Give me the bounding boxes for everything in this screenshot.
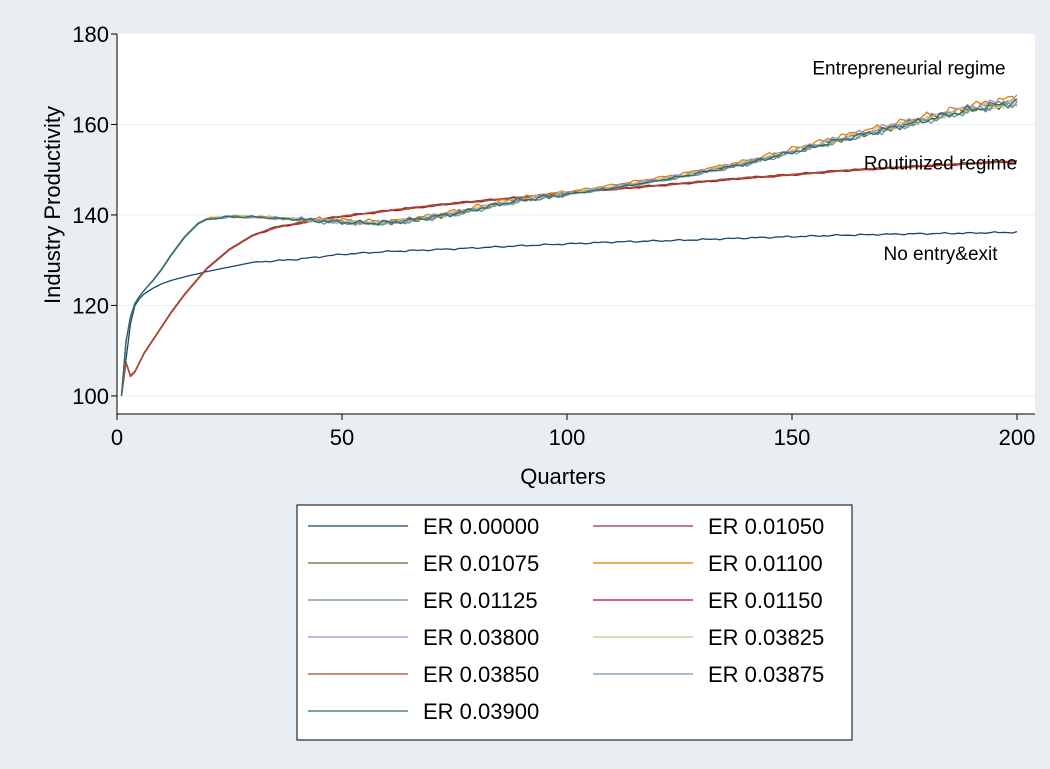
legend-label: ER 0.01050 [708, 514, 824, 539]
legend-box [296, 504, 853, 741]
axes: 100 120 140 160 180 0 50 100 150 200 [72, 22, 1035, 450]
legend-label: ER 0.01100 [708, 551, 823, 576]
y-axis-label: Industry Productivity [40, 106, 65, 304]
x-tick-label: 150 [774, 425, 811, 450]
series-line [120, 98, 1018, 396]
y-tick-label: 120 [72, 293, 109, 318]
annotation-label: No entry&exit [883, 244, 998, 265]
y-tick-label: 160 [72, 112, 109, 137]
series-line [120, 230, 1018, 396]
x-tick-label: 0 [111, 425, 123, 450]
legend-label: ER 0.01075 [423, 551, 539, 576]
legend: ER 0.00000 ER 0.01050 ER 0.01075 ER 0.01100… [296, 504, 853, 741]
x-tick-label: 200 [999, 425, 1036, 450]
legend-label: ER 0.01150 [708, 588, 823, 613]
grid-lines [117, 123, 1035, 397]
annotations: Entrepreneurial regime Routinized regime N… [812, 59, 1017, 265]
annotation-label: Entrepreneurial regime [812, 59, 1005, 80]
legend-label: ER 0.03900 [423, 699, 539, 724]
legend-label: ER 0.00000 [423, 514, 539, 539]
x-axis-label: Quarters [520, 464, 606, 489]
legend-label: ER 0.03800 [423, 625, 539, 650]
legend-label: ER 0.03875 [708, 662, 824, 687]
annotation-label: Routinized regime [864, 154, 1017, 175]
x-tick-label: 100 [549, 425, 586, 450]
y-tick-label: 100 [72, 384, 109, 409]
legend-label: ER 0.03850 [423, 662, 539, 687]
legend-label: ER 0.01125 [423, 588, 538, 613]
x-tick-label: 50 [330, 425, 354, 450]
y-tick-label: 180 [72, 22, 109, 47]
series-lines [120, 94, 1018, 396]
legend-label: ER 0.03825 [708, 625, 824, 650]
y-tick-label: 140 [72, 203, 109, 228]
plot-area [117, 34, 1035, 414]
